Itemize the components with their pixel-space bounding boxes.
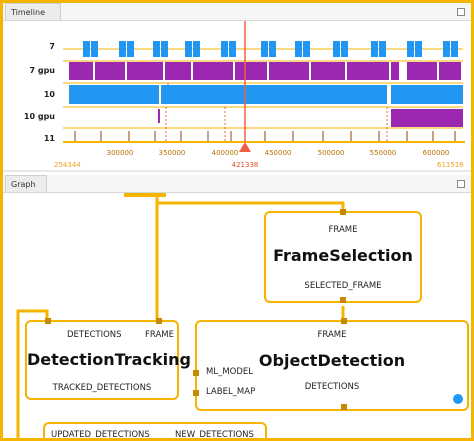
range-end-label: 611516 bbox=[437, 161, 464, 169]
event-block bbox=[193, 41, 200, 57]
object-detection-output-port[interactable] bbox=[341, 404, 347, 410]
event-block bbox=[443, 41, 450, 57]
label-map-port[interactable] bbox=[193, 390, 199, 396]
updated-detections-label: UPDATED_DETECTIONS bbox=[51, 430, 150, 438]
event-block bbox=[407, 41, 414, 57]
axis-tick-label: 450000 bbox=[264, 149, 292, 157]
event-block bbox=[153, 41, 160, 57]
ml-model-label: ML_MODEL bbox=[206, 367, 253, 377]
app-window: Timeline 7 7 gpu 10 10 gpu 11 bbox=[3, 3, 471, 438]
object-detection-title: ObjectDetection bbox=[258, 351, 406, 370]
detection-tracking-frame-label: FRAME bbox=[145, 330, 174, 340]
track-10-events bbox=[69, 85, 463, 104]
event-block bbox=[451, 41, 458, 57]
track-7gpu-events bbox=[69, 62, 461, 80]
tab-graph[interactable]: Graph bbox=[5, 175, 47, 192]
frame-selection-input-port[interactable] bbox=[340, 209, 346, 215]
top-node-stub bbox=[124, 193, 166, 197]
axis-tick-label: 400000 bbox=[211, 149, 239, 157]
frame-selection-output-port[interactable] bbox=[340, 297, 346, 303]
axis-tick-label: 350000 bbox=[158, 149, 186, 157]
track-7-events bbox=[63, 41, 463, 57]
time-cursor-handle bbox=[239, 142, 251, 152]
update-node[interactable]: UPDATED_DETECTIONS NEW_DETECTIONS bbox=[43, 422, 267, 438]
event-block bbox=[221, 41, 228, 57]
track-10gpu-events bbox=[158, 109, 463, 127]
event-block bbox=[379, 41, 386, 57]
track-label: 10 bbox=[43, 90, 55, 99]
flow-markers bbox=[165, 83, 388, 141]
event-block bbox=[91, 41, 98, 57]
frame-selection-title: FrameSelection bbox=[273, 246, 413, 265]
event-block bbox=[269, 41, 276, 57]
timeline-panel: 7 7 gpu 10 10 gpu 11 bbox=[3, 21, 471, 173]
object-detection-node[interactable]: FRAME ObjectDetection ML_MODEL LABEL_MAP… bbox=[193, 318, 469, 411]
event-block bbox=[229, 41, 236, 57]
event-block bbox=[371, 41, 378, 57]
tab-timeline[interactable]: Timeline bbox=[5, 3, 61, 20]
range-start-label: 254344 bbox=[54, 161, 81, 169]
axis-tick-label: 550000 bbox=[369, 149, 397, 157]
detection-tracking-detections-label: DETECTIONS bbox=[67, 330, 122, 340]
event-block bbox=[161, 41, 168, 57]
graph-canvas[interactable]: FRAME FrameSelection SELECTED_FRAME DETE… bbox=[3, 193, 471, 438]
frame-selection-node[interactable]: FRAME FrameSelection SELECTED_FRAME bbox=[264, 209, 422, 303]
cursor-time-label: 421338 bbox=[231, 161, 259, 169]
track-label: 7 bbox=[49, 42, 55, 51]
event-block bbox=[185, 41, 192, 57]
event-block bbox=[127, 41, 134, 57]
axis-tick-label: 500000 bbox=[317, 149, 345, 157]
timeline-window-button[interactable] bbox=[457, 8, 465, 16]
new-detections-label: NEW_DETECTIONS bbox=[175, 430, 254, 438]
track-separators bbox=[63, 60, 463, 129]
track-label: 11 bbox=[43, 134, 55, 143]
event-block bbox=[341, 41, 348, 57]
ml-model-port[interactable] bbox=[193, 370, 199, 376]
event-block bbox=[83, 41, 90, 57]
detection-tracking-detections-port[interactable] bbox=[45, 318, 51, 324]
graph-panel-header bbox=[3, 175, 471, 193]
object-detection-frame-port[interactable] bbox=[341, 318, 347, 324]
event-block bbox=[119, 41, 126, 57]
track-label: 7 gpu bbox=[29, 66, 56, 75]
axis-tick-label: 300000 bbox=[106, 149, 134, 157]
event-block bbox=[333, 41, 340, 57]
event-block bbox=[415, 41, 422, 57]
graph-window-button[interactable] bbox=[457, 180, 465, 188]
status-dot bbox=[453, 394, 463, 404]
timeline-panel-header bbox=[3, 3, 471, 21]
timeline-canvas[interactable] bbox=[3, 21, 471, 173]
detection-tracking-title: DetectionTracking bbox=[27, 350, 191, 369]
event-block bbox=[303, 41, 310, 57]
object-detection-output-label: DETECTIONS bbox=[304, 382, 360, 392]
track-label: 10 gpu bbox=[23, 112, 55, 121]
frame-selection-input-label: FRAME bbox=[328, 225, 358, 235]
event-block bbox=[261, 41, 268, 57]
axis-tick-label: 600000 bbox=[422, 149, 450, 157]
object-detection-input-label: FRAME bbox=[317, 330, 347, 340]
track-11-ticks bbox=[74, 131, 456, 141]
detection-tracking-node[interactable]: DETECTIONS FRAME DetectionTracking TRACK… bbox=[25, 318, 191, 400]
event-block bbox=[295, 41, 302, 57]
label-map-label: LABEL_MAP bbox=[206, 387, 256, 397]
frame-selection-output-label: SELECTED_FRAME bbox=[304, 281, 382, 291]
detection-tracking-output-label: TRACKED_DETECTIONS bbox=[52, 383, 152, 393]
detection-tracking-frame-port[interactable] bbox=[156, 318, 162, 324]
